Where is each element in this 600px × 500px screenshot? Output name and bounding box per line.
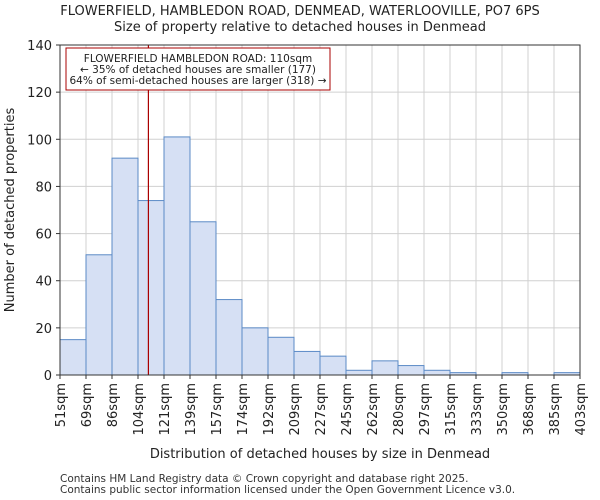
x-tick-label: 350sqm (496, 383, 511, 436)
bars (59, 136, 581, 376)
x-tick-label: 121sqm (158, 383, 173, 436)
x-tick-label: 157sqm (210, 383, 225, 436)
y-tick-label: 20 (35, 322, 52, 337)
y-tick-label: 40 (35, 275, 52, 290)
bar (59, 339, 87, 376)
y-tick-label: 60 (35, 228, 52, 243)
x-tick-label: 209sqm (288, 383, 303, 436)
y-axis-label: Number of detached properties (3, 108, 18, 313)
y-tick-label: 80 (35, 180, 52, 195)
footer-line-2: Contains public sector information licen… (60, 484, 516, 496)
x-tick-label: 262sqm (366, 383, 381, 436)
x-tick-label: 139sqm (184, 383, 199, 436)
bar (85, 254, 113, 376)
bar (111, 157, 139, 376)
annotation-line: FLOWERFIELD HAMBLEDON ROAD: 110sqm (84, 53, 312, 65)
bar (371, 360, 399, 376)
chart-title: FLOWERFIELD, HAMBLEDON ROAD, DENMEAD, WA… (60, 4, 540, 19)
x-tick-label: 174sqm (236, 383, 251, 436)
annotation-line: 64% of semi-detached houses are larger (… (70, 75, 327, 87)
x-tick-label: 385sqm (548, 383, 563, 436)
x-tick-label: 280sqm (392, 383, 407, 436)
annotation-frame (65, 47, 331, 91)
x-axis-ticks: 51sqm 69sqm 86sqm 104sqm 121sqm 139sqm 157sqm 1… (54, 375, 589, 436)
plot-frame (59, 44, 581, 376)
x-tick-label: 104sqm (132, 383, 147, 436)
bar (137, 200, 165, 376)
y-tick-label: 140 (27, 39, 52, 54)
bar (293, 350, 321, 376)
bar (267, 336, 295, 376)
annotation-line: ← 35% of detached houses are smaller (17… (80, 64, 316, 76)
x-tick-label: 403sqm (574, 383, 589, 436)
bar (345, 369, 373, 376)
x-axis-label: Distribution of detached houses by size … (150, 447, 490, 462)
x-tick-label: 227sqm (314, 383, 329, 436)
y-axis-ticks: 0 20 40 60 80 100 120 140 (27, 39, 60, 384)
x-tick-label: 69sqm (80, 383, 95, 427)
footer-line-1: Contains HM Land Registry data © Crown c… (60, 473, 469, 485)
x-tick-label: 333sqm (470, 383, 485, 436)
bar (241, 327, 269, 376)
bar (215, 299, 243, 376)
chart-subtitle: Size of property relative to detached ho… (114, 20, 486, 35)
y-tick-label: 100 (27, 133, 52, 148)
x-tick-label: 192sqm (262, 383, 277, 436)
annotation-box: FLOWERFIELD HAMBLEDON ROAD: 110sqm← 35% … (65, 47, 331, 91)
x-tick-label: 51sqm (54, 383, 69, 427)
x-tick-label: 245sqm (340, 383, 355, 436)
bar (423, 369, 451, 376)
bar (163, 136, 191, 376)
x-tick-label: 315sqm (444, 383, 459, 436)
x-tick-label: 297sqm (418, 383, 433, 436)
bar (397, 365, 425, 376)
y-tick-label: 120 (27, 86, 52, 101)
y-tick-label: 0 (44, 369, 52, 384)
bar (189, 221, 217, 376)
x-tick-label: 368sqm (522, 383, 537, 436)
x-tick-label: 86sqm (106, 383, 121, 427)
bar (319, 355, 347, 376)
